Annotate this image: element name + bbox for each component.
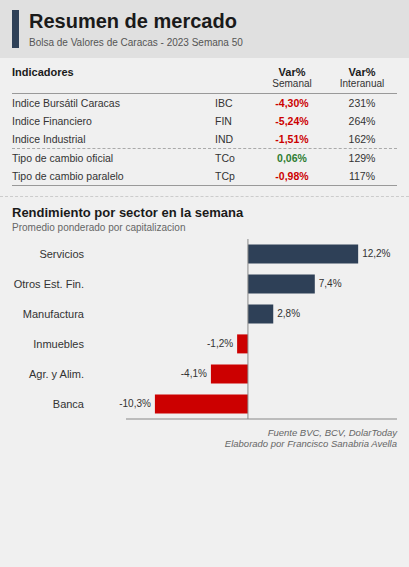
svg-text:2,8%: 2,8% (277, 308, 300, 319)
html-text:IND: IND (215, 133, 234, 145)
html-text:264%: 264% (348, 115, 376, 127)
svg-text:7,4%: 7,4% (319, 278, 342, 289)
html-text:0,06%: 0,06% (277, 152, 307, 164)
svg-text:Manufactura: Manufactura (23, 308, 85, 320)
html-text:Indice Industrial: Indice Industrial (12, 133, 86, 145)
html-text:-0,98%: -0,98% (275, 170, 309, 182)
html-text:-1,51%: -1,51% (275, 133, 309, 145)
svg-text:-4,1%: -4,1% (181, 368, 207, 379)
html-text:Rendimiento por sector en la s: Rendimiento por sector en la semana (12, 205, 244, 220)
html-text:Var%: Var% (348, 66, 376, 78)
svg-text:Otros Est. Fin.: Otros Est. Fin. (14, 278, 84, 290)
html-text:-5,24%: -5,24% (275, 115, 309, 127)
html-text:129%: 129% (348, 152, 376, 164)
html-text:Tipo de cambio oficial: Tipo de cambio oficial (12, 152, 114, 164)
html-text:Fuente BVC, BCV, DolarToday: Fuente BVC, BCV, DolarToday (267, 427, 397, 438)
html-text:231%: 231% (348, 97, 376, 109)
html-text:162%: 162% (348, 133, 376, 145)
html-text:-4,30%: -4,30% (275, 97, 309, 109)
html-text:Indice Financiero: Indice Financiero (12, 115, 92, 127)
html-text:TCp: TCp (215, 170, 235, 182)
html-text:Tipo de cambio paralelo: Tipo de cambio paralelo (12, 170, 124, 182)
html-text:Promedio ponderado por capital: Promedio ponderado por capitalizacion (12, 222, 186, 233)
html-text:Bolsa de Valores de Caracas -: Bolsa de Valores de Caracas - 2023 Seman… (29, 37, 243, 48)
html-text:Indicadores: Indicadores (12, 66, 74, 78)
svg-text:-1,2%: -1,2% (207, 338, 233, 349)
html-text:Elaborado por Francisco Sanabr: Elaborado por Francisco Sanabria Avella (224, 438, 397, 449)
html-text:Indice Bursátil Caracas: Indice Bursátil Caracas (12, 97, 120, 109)
html-text:Resumen de mercado: Resumen de mercado (29, 10, 237, 32)
svg-text:-10,3%: -10,3% (119, 398, 151, 409)
html-text:117%: 117% (349, 170, 375, 182)
html-text:Semanal: Semanal (272, 78, 312, 89)
svg-text:12,2%: 12,2% (362, 248, 390, 259)
html-text:TCo: TCo (215, 152, 235, 164)
html-text:IBC: IBC (215, 97, 233, 109)
svg-text:Banca: Banca (53, 398, 85, 410)
svg-text:Servicios: Servicios (39, 248, 84, 260)
svg-text:Inmuebles: Inmuebles (33, 338, 84, 350)
html-text:Interanual: Interanual (339, 78, 385, 89)
html-text:Var%: Var% (278, 66, 306, 78)
svg-text:Agr. y Alim.: Agr. y Alim. (29, 368, 84, 380)
html-text:FIN: FIN (215, 115, 232, 127)
